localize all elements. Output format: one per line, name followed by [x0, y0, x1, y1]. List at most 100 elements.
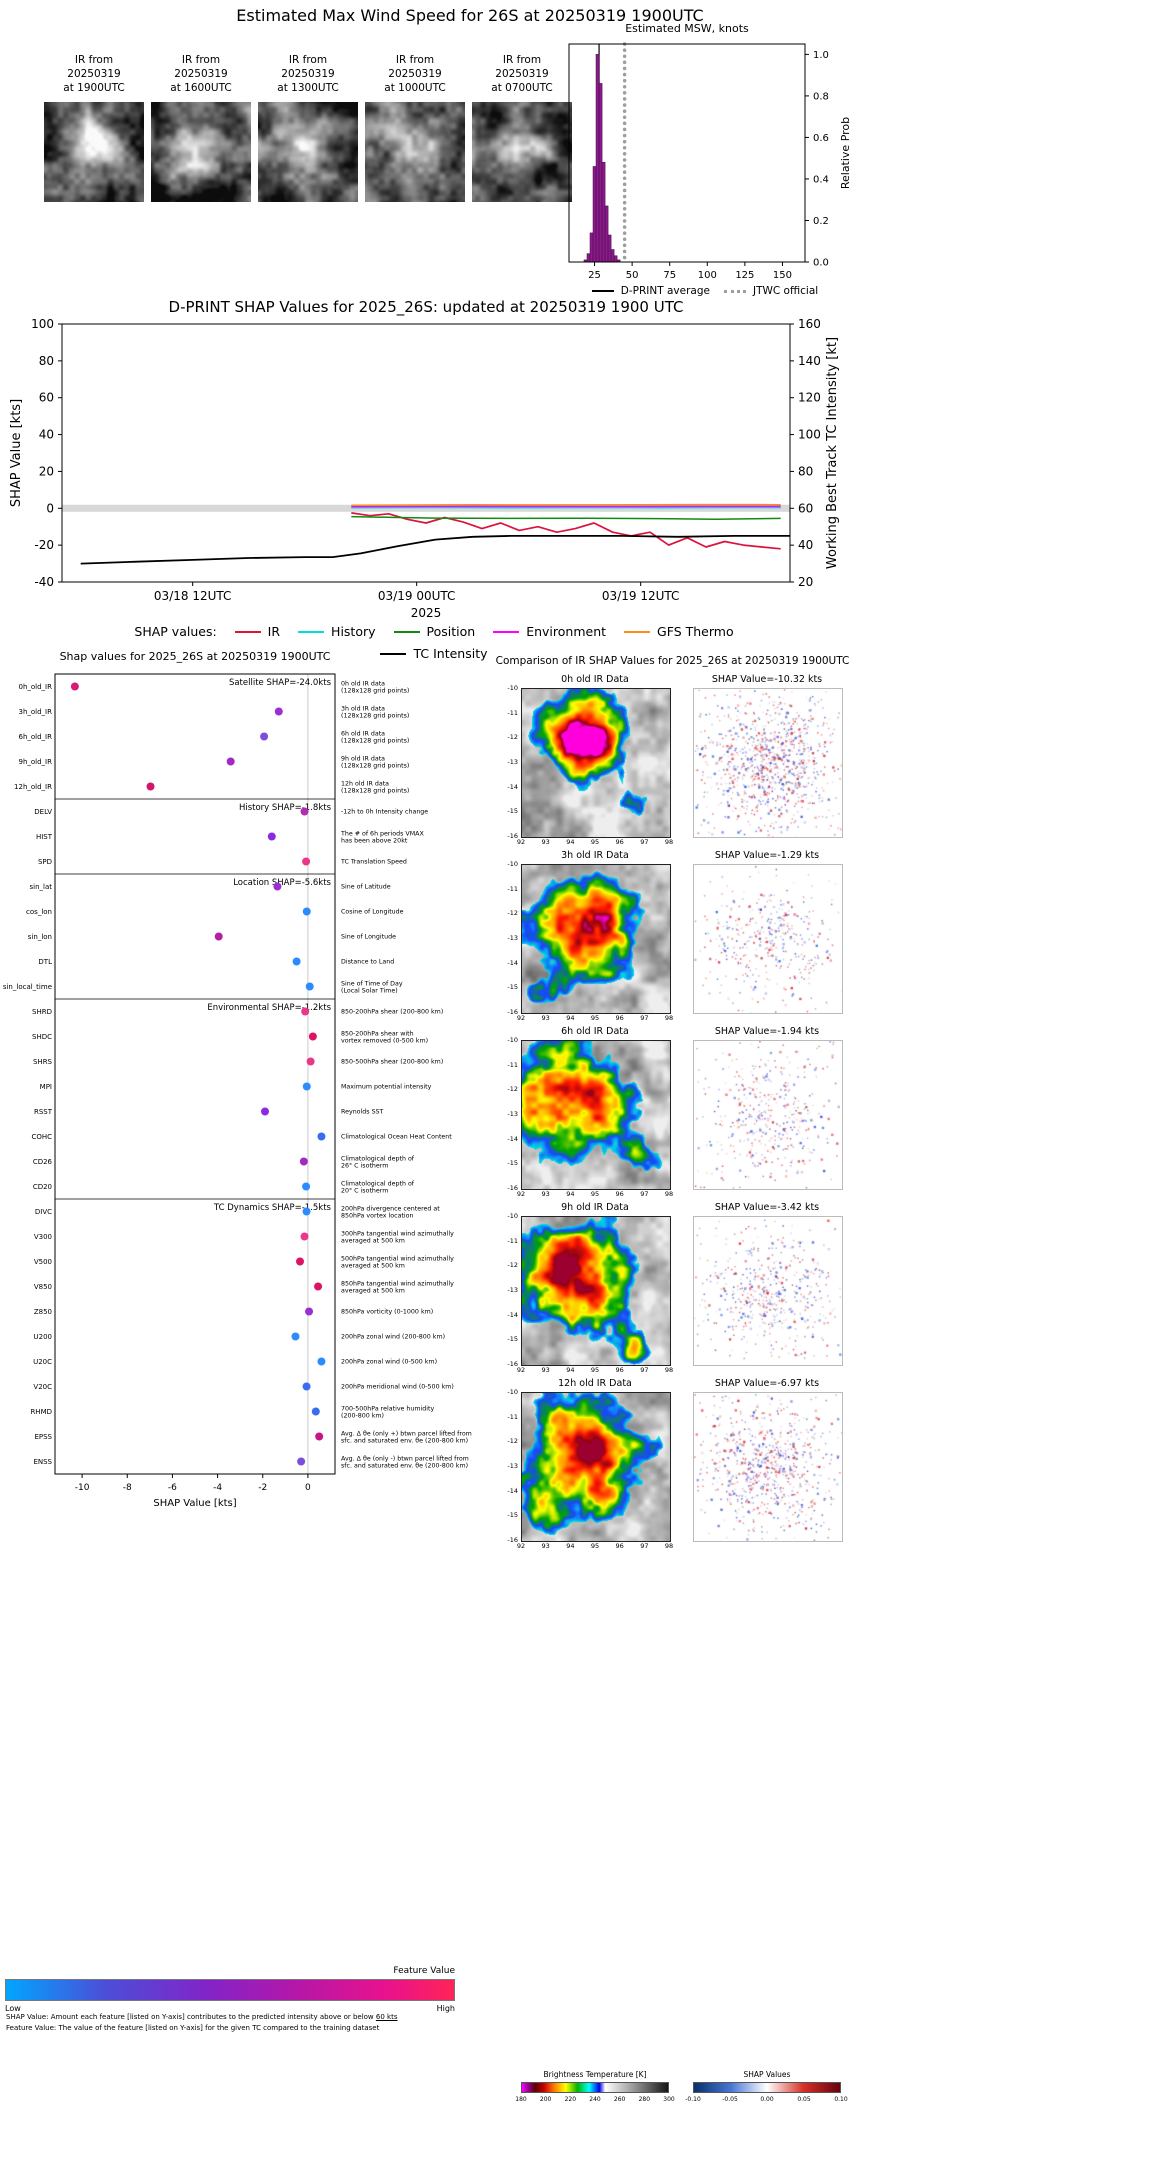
map-ytick-label: -16 — [507, 1360, 518, 1369]
legend-label: D-PRINT average — [620, 285, 710, 297]
map-xtick-label: 92 — [516, 1366, 526, 1374]
map-ytick-label: -14 — [507, 1310, 518, 1319]
legend-label: Environment — [526, 623, 607, 639]
shap-dot-12h_old_IR — [146, 782, 155, 791]
shap-dot-U200 — [291, 1332, 300, 1341]
feature-desc: Maximum potential intensity — [341, 1084, 432, 1091]
feature-label: 3h_old_IR — [19, 708, 53, 716]
ir-thumbnail: IR from 20250319 at 1600UTC — [151, 54, 251, 202]
chart-text: 60 — [39, 391, 54, 405]
map-ytick-label: -15 — [507, 1335, 518, 1344]
map-ytick-label: -15 — [507, 983, 518, 992]
feature-label: sin_lat — [29, 883, 52, 891]
chart-text: 40 — [39, 428, 54, 442]
map-xtick-label: 96 — [615, 1190, 624, 1198]
map-xtick-label: 98 — [664, 1190, 674, 1198]
shap-dot-MPI — [302, 1082, 311, 1091]
bt-colorbar-title: Brightness Temperature [K] — [543, 2070, 647, 2079]
chart-text: 0.0 — [813, 258, 829, 269]
shap-tick-label: 0.00 — [760, 2096, 774, 2103]
chart-text: 100 — [798, 428, 821, 442]
map-xtick-label: 94 — [566, 1014, 575, 1022]
chart-text: -2 — [258, 1483, 267, 1493]
feature-label: RHMD — [30, 1408, 52, 1416]
ir-thumbnail-canvas — [151, 102, 251, 202]
hist-bar — [610, 249, 615, 263]
feature-label: 6h_old_IR — [19, 733, 53, 741]
ir-thumbnail: IR from 20250319 at 0700UTC — [472, 54, 572, 202]
shap-map-canvas — [693, 1040, 843, 1190]
map-xtick-label: 96 — [615, 838, 624, 846]
feature-label: SHRD — [32, 1008, 52, 1016]
chart-text: 0 — [46, 501, 54, 515]
feature-label: EPSS — [34, 1433, 52, 1441]
chart-text: 1.0 — [813, 50, 829, 61]
ir-map-title: 9h old IR Data — [561, 1202, 629, 1213]
chart-text: Working Best Track TC Intensity [kt] — [825, 337, 840, 569]
chart-text: 0.8 — [813, 91, 829, 102]
feature-desc: 700-500hPa relative humidity (200-800 km) — [341, 1406, 435, 1420]
group-header: Location SHAP=-5.6kts — [233, 878, 331, 888]
feature-desc: Climatological depth of 20° C isotherm — [341, 1181, 415, 1195]
shap-map-title: SHAP Value=-1.29 kts — [714, 850, 820, 861]
map-xtick-label: 98 — [664, 838, 674, 846]
bt-tick-label: 240 — [589, 2096, 601, 2103]
legend-label: JTWC official — [753, 285, 819, 297]
bt-tick-label: 200 — [539, 2096, 552, 2103]
series-position — [351, 515, 781, 520]
map-xtick-label: 93 — [541, 1542, 550, 1550]
ir-map-title: 6h old IR Data — [561, 1026, 629, 1037]
feature-value-high-label: High — [436, 2004, 455, 2013]
legend-label: History — [331, 623, 376, 639]
chart-text: 60 — [798, 501, 813, 515]
feature-label: 12h_old_IR — [14, 783, 52, 791]
shap-dot-RSST — [261, 1107, 269, 1116]
feature-label: U20C — [33, 1358, 52, 1366]
chart-text: Relative Prob — [839, 117, 852, 189]
shap-tick-label: 0.05 — [797, 2096, 811, 2103]
shap-colorbar — [693, 2082, 841, 2093]
shap-map-title: SHAP Value=-1.94 kts — [714, 1026, 820, 1037]
ir-map-canvas — [521, 1040, 671, 1190]
feature-label: V300 — [34, 1233, 52, 1241]
feature-desc: 9h old IR data (128x128 grid points) — [341, 756, 409, 770]
feature-desc: The # of 6h periods VMAX has been above 2… — [340, 831, 424, 845]
timeseries-title: D-PRINT SHAP Values for 2025_26S: update… — [169, 298, 684, 317]
map-ytick-label: -14 — [507, 958, 518, 967]
ir-thumbnail: IR from 20250319 at 1300UTC — [258, 54, 358, 202]
shap-dot-V850 — [314, 1282, 323, 1291]
feature-label: DELV — [34, 808, 52, 816]
shap-dot-RHMD — [311, 1407, 320, 1416]
timeseries-legend: SHAP values: IR History Position Environment… — [0, 620, 868, 664]
zero-band — [62, 504, 790, 512]
chart-text: 03/19 12UTC — [602, 589, 679, 603]
chart-text: 20 — [39, 464, 54, 478]
series-tc-intensity — [80, 534, 790, 565]
feature-label: DIVC — [35, 1208, 52, 1216]
bt-tick-label: 220 — [564, 2096, 577, 2103]
year-label: 2025 — [411, 606, 442, 620]
feature-desc: Avg. Δ θe (only +) btwn parcel lifted fr… — [341, 1431, 472, 1445]
legend-item: Position — [393, 624, 475, 639]
series-gfs-thermo — [351, 503, 781, 506]
feature-label: SPD — [38, 858, 52, 866]
feature-desc: Climatological Ocean Heat Content — [341, 1134, 452, 1141]
map-xtick-label: 94 — [566, 838, 575, 846]
map-ytick-label: -10 — [507, 1036, 518, 1044]
shap-dot-SPD — [302, 857, 311, 866]
shap-dot-sin_lon — [214, 932, 223, 941]
chart-text: -8 — [123, 1483, 132, 1493]
shap-dot-V300 — [300, 1232, 309, 1241]
map-ytick-label: -14 — [507, 1134, 518, 1143]
map-xtick-label: 97 — [640, 838, 649, 846]
map-ytick-label: -12 — [507, 1261, 518, 1270]
ir-map-canvas — [521, 688, 671, 838]
chart-text: 100 — [31, 317, 54, 331]
shap-dot-U20C — [317, 1357, 326, 1366]
map-xtick-label: 97 — [640, 1014, 649, 1022]
map-ytick-label: -14 — [507, 782, 518, 791]
map-xtick-label: 95 — [590, 1366, 600, 1374]
chart-text: 120 — [798, 391, 821, 405]
ir-map-title: 12h old IR Data — [558, 1378, 632, 1389]
ir-thumbnail-canvas — [472, 102, 572, 202]
